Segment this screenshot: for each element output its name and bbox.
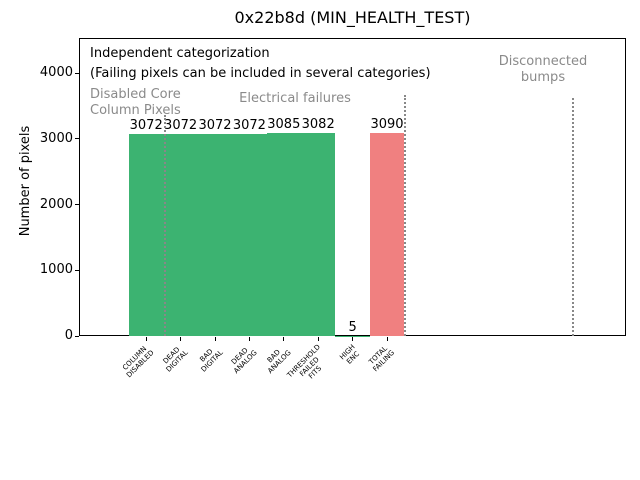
separator-line xyxy=(403,95,406,336)
y-tick-mark xyxy=(75,335,79,337)
x-tick-mark xyxy=(180,337,182,341)
chart-title: 0x22b8d (MIN_HEALTH_TEST) xyxy=(234,8,471,27)
y-tick-label: 0 xyxy=(64,328,73,343)
x-tick-label: COLUMN DISABLED xyxy=(120,344,156,380)
y-tick-mark xyxy=(75,269,79,271)
x-tick-label: DEAD ANALOG xyxy=(229,346,259,376)
bar xyxy=(369,132,405,336)
y-tick-label: 2000 xyxy=(39,196,73,212)
x-tick-label: THRESHOLD FAILED FITS xyxy=(285,343,324,381)
bar-value-label: 3085 xyxy=(267,117,301,133)
y-tick-label: 3000 xyxy=(39,130,73,146)
x-tick-mark xyxy=(317,337,319,341)
bar-value-label: 3072 xyxy=(232,118,266,134)
bar xyxy=(129,134,164,336)
separator-line xyxy=(572,98,574,336)
bar xyxy=(197,134,233,336)
annotation-electrical-failures: Electrical failures xyxy=(239,91,351,106)
y-tick-label: 1000 xyxy=(39,262,73,278)
bar xyxy=(301,133,336,336)
x-tick-label: DEAD DIGITAL xyxy=(161,345,190,374)
separator-line xyxy=(163,115,166,336)
y-tick-mark xyxy=(75,72,79,74)
bar-value-label: 3090 xyxy=(370,116,404,132)
x-tick-mark xyxy=(386,337,388,341)
annotation-failing-pixels-note: (Failing pixels can be included in sever… xyxy=(90,66,431,81)
y-tick-mark xyxy=(75,204,79,205)
x-tick-label: TOTAL FAILING xyxy=(367,344,397,374)
annotation-disabled-core-columns: Disabled Core Column Pixels xyxy=(90,87,181,118)
bar-value-label: 5 xyxy=(348,319,357,335)
plot-area-border xyxy=(79,38,626,336)
bar-value-label: 3072 xyxy=(198,118,232,134)
x-tick-mark xyxy=(145,337,147,341)
bar xyxy=(266,133,301,336)
bar xyxy=(163,134,198,336)
x-tick-mark xyxy=(283,337,285,341)
bar-value-label: 3082 xyxy=(301,117,335,133)
x-tick-mark xyxy=(248,337,250,341)
bar xyxy=(232,134,267,336)
bar-value-label: 3072 xyxy=(164,118,198,134)
y-tick-label: 4000 xyxy=(39,65,73,80)
bar-value-label: 3072 xyxy=(129,118,163,134)
annotation-disconnected-bumps: Disconnected bumps xyxy=(498,54,588,85)
x-tick-mark xyxy=(352,337,354,341)
x-tick-mark xyxy=(214,337,216,341)
annotation-independent-categorization: Independent categorization xyxy=(90,46,270,61)
x-tick-label: BAD DIGITAL xyxy=(198,347,225,374)
y-tick-mark xyxy=(75,138,79,140)
x-tick-label: HIGH ENC xyxy=(337,343,361,366)
